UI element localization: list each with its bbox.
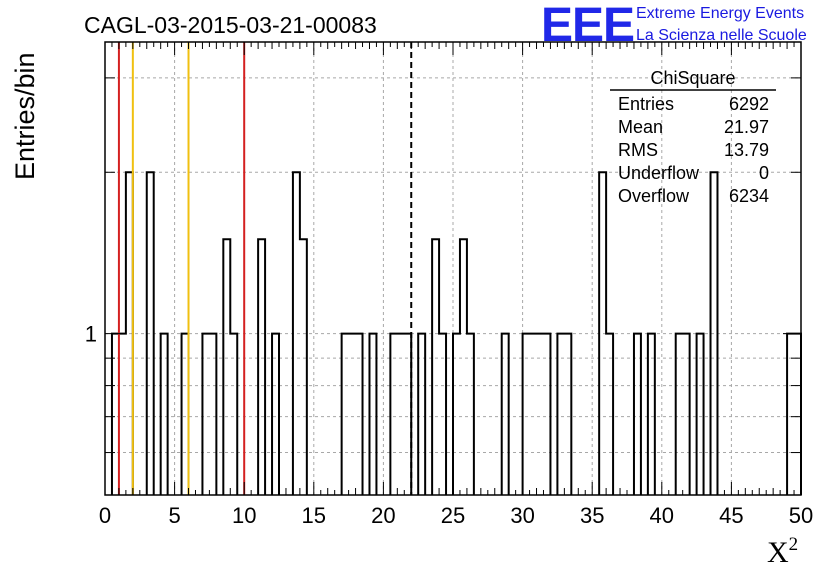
stats-value: 21.97 <box>724 117 769 137</box>
x-tick-label: 25 <box>441 503 465 528</box>
histogram-bin <box>467 334 474 495</box>
eee-logo: EEE Extreme Energy Events La Scienza nel… <box>541 0 807 52</box>
stats-value: 0 <box>759 163 769 183</box>
stats-label: Underflow <box>618 163 700 183</box>
x-tick-label: 50 <box>789 503 813 528</box>
histogram-bin <box>418 334 425 495</box>
stats-value: 13.79 <box>724 140 769 160</box>
histogram-bin <box>404 334 411 495</box>
stats-label: Entries <box>618 94 674 114</box>
histogram-bin <box>230 334 237 495</box>
logo-line2: La Scienza nelle Scuole <box>636 27 807 44</box>
histogram-series <box>110 171 802 495</box>
histogram-bin <box>342 334 349 495</box>
stats-box: ChiSquare Entries 6292 Mean 21.97 RMS 13.79 Un… <box>610 68 776 206</box>
histogram-bin <box>557 334 564 495</box>
histogram-bin <box>349 334 356 495</box>
histogram-bin <box>356 334 363 495</box>
x-axis-ticks: 0 5 10 15 20 25 30 35 40 45 50 <box>99 42 813 528</box>
histogram-bin <box>648 334 655 495</box>
histogram-bin <box>683 334 690 495</box>
x-axis-label: X2 <box>767 534 798 569</box>
histogram-bin <box>502 334 509 495</box>
histogram-bin <box>202 334 209 495</box>
logo-line1: Extreme Energy Events <box>636 5 804 22</box>
y-tick-label: 1 <box>85 322 97 347</box>
x-tick-label: 45 <box>719 503 743 528</box>
histogram-bin <box>258 239 265 495</box>
y-axis-ticks: 1 <box>85 77 801 454</box>
histogram-bin <box>523 334 530 495</box>
x-tick-label: 20 <box>371 503 395 528</box>
histogram-bin <box>147 172 154 495</box>
histogram-bin <box>530 334 537 495</box>
stats-label: RMS <box>618 140 658 160</box>
histogram-bin <box>223 239 230 495</box>
stats-value: 6292 <box>729 94 769 114</box>
logo-mark: EEE <box>541 0 634 52</box>
x-tick-label: 30 <box>510 503 534 528</box>
histogram-bin <box>293 172 300 495</box>
histogram-bin <box>564 334 571 495</box>
histogram-bin <box>634 334 641 495</box>
chart-title: CAGL-03-2015-03-21-00083 <box>84 12 377 38</box>
histogram-bin <box>460 239 467 495</box>
histogram-bin <box>300 239 307 495</box>
stats-label: Overflow <box>618 186 690 206</box>
reference-lines <box>117 42 413 495</box>
x-tick-label: 5 <box>168 503 180 528</box>
stats-title: ChiSquare <box>650 68 735 88</box>
histogram-bin <box>543 334 550 495</box>
histogram-bin <box>439 334 446 495</box>
histogram-bin <box>369 334 376 495</box>
histogram-bin <box>272 334 279 495</box>
histogram-bin <box>697 334 704 495</box>
histogram-bin <box>599 172 606 495</box>
histogram-bin <box>126 172 133 495</box>
histogram-bin <box>537 334 544 495</box>
x-tick-label: 0 <box>99 503 111 528</box>
stats-value: 6234 <box>729 186 769 206</box>
y-axis-label: Entries/bin <box>10 52 40 180</box>
x-tick-label: 10 <box>232 503 256 528</box>
histogram-bin <box>606 334 613 495</box>
x-tick-label: 15 <box>302 503 326 528</box>
histogram-bin <box>453 334 460 495</box>
x-tick-label: 35 <box>580 503 604 528</box>
histogram-bin <box>209 334 216 495</box>
histogram-bin <box>161 334 168 495</box>
histogram-bin <box>676 334 683 495</box>
x-tick-label: 40 <box>650 503 674 528</box>
histogram-bin <box>390 334 397 495</box>
histogram-bin <box>711 172 718 495</box>
histogram-bin <box>182 334 189 495</box>
stats-label: Mean <box>618 117 663 137</box>
histogram-bin <box>432 239 439 495</box>
histogram-outline <box>110 171 802 495</box>
histogram-bin <box>397 334 404 495</box>
histogram-bin <box>119 334 126 495</box>
